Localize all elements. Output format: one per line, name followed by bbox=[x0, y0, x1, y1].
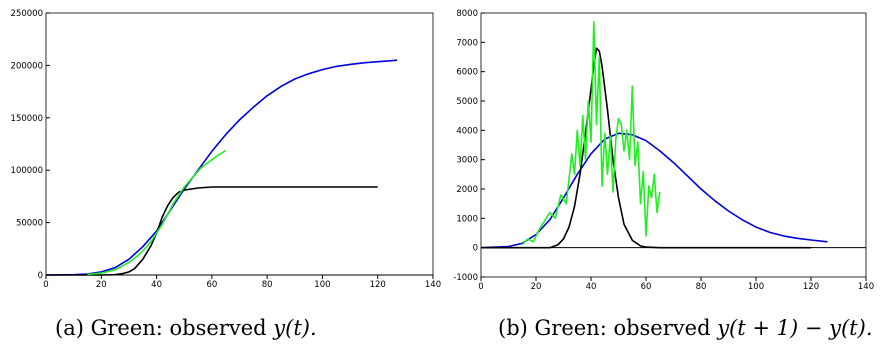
b-y-tick-label: 3000 bbox=[456, 156, 478, 166]
b-x-tick-label: 40 bbox=[586, 282, 597, 292]
caption-b-math: y(t + 1) − y(t). bbox=[716, 316, 872, 340]
b-x-tick-label: 60 bbox=[641, 282, 652, 292]
a-x-tick-label: 60 bbox=[206, 280, 217, 290]
b-y-tick-label: 0 bbox=[473, 244, 478, 254]
a-x-tick-label: 100 bbox=[314, 280, 330, 290]
a-series-model_blue bbox=[45, 59, 398, 276]
b-x-tick-label: 20 bbox=[531, 282, 542, 292]
b-y-tick-label: 6000 bbox=[456, 68, 478, 78]
b-y-tick-label: 7000 bbox=[456, 38, 478, 48]
a-y-tick-label: 150000 bbox=[11, 114, 43, 124]
a-plot-frame bbox=[45, 12, 434, 276]
b-y-tick-label: 8000 bbox=[456, 9, 478, 19]
a-x-tick-label: 140 bbox=[425, 280, 441, 290]
chart-a: 0 50000 100000 150000 200000 250000 0 20 40 60 80 1… bbox=[11, 9, 442, 290]
b-x-tick-label: 100 bbox=[748, 282, 764, 292]
b-series-model_blue bbox=[480, 132, 828, 249]
b-x-tick-label: 0 bbox=[478, 282, 483, 292]
b-y-tick-label: 1000 bbox=[456, 214, 478, 224]
a-y-tick-label: 50000 bbox=[16, 219, 43, 229]
b-y-tick-label: 2000 bbox=[456, 185, 478, 195]
a-y-tick-label: 0 bbox=[38, 271, 43, 281]
a-y-tick-label: 100000 bbox=[11, 166, 43, 176]
b-series-observed bbox=[521, 20, 661, 246]
a-series-observed bbox=[87, 149, 227, 276]
b-series-model_black bbox=[481, 47, 811, 249]
a-x-tick-label: 0 bbox=[43, 280, 48, 290]
a-x-tick-label: 20 bbox=[96, 280, 107, 290]
caption-b: (b) Green: observed y(t + 1) − y(t). bbox=[498, 316, 873, 340]
b-x-tick-label: 140 bbox=[858, 282, 874, 292]
a-y-tick-label: 200000 bbox=[11, 61, 43, 71]
caption-a-text: (a) Green: observed bbox=[55, 316, 273, 340]
a-y-tick-label: 250000 bbox=[11, 9, 43, 19]
b-y-tick-label: 5000 bbox=[456, 97, 478, 107]
b-x-tick-label: 120 bbox=[803, 282, 819, 292]
a-x-tick-label: 120 bbox=[370, 280, 386, 290]
caption-b-text: (b) Green: observed bbox=[498, 316, 717, 340]
b-y-tick-label: 4000 bbox=[456, 126, 478, 136]
b-plot-frame bbox=[480, 12, 867, 278]
caption-a-math: y(t). bbox=[272, 316, 316, 340]
a-series-model_black bbox=[46, 186, 378, 276]
b-x-tick-label: 80 bbox=[696, 282, 707, 292]
a-x-tick-label: 40 bbox=[151, 280, 162, 290]
a-x-tick-label: 80 bbox=[262, 280, 273, 290]
b-y-tick-label: -1000 bbox=[453, 273, 478, 283]
caption-a: (a) Green: observed y(t). bbox=[55, 316, 317, 340]
